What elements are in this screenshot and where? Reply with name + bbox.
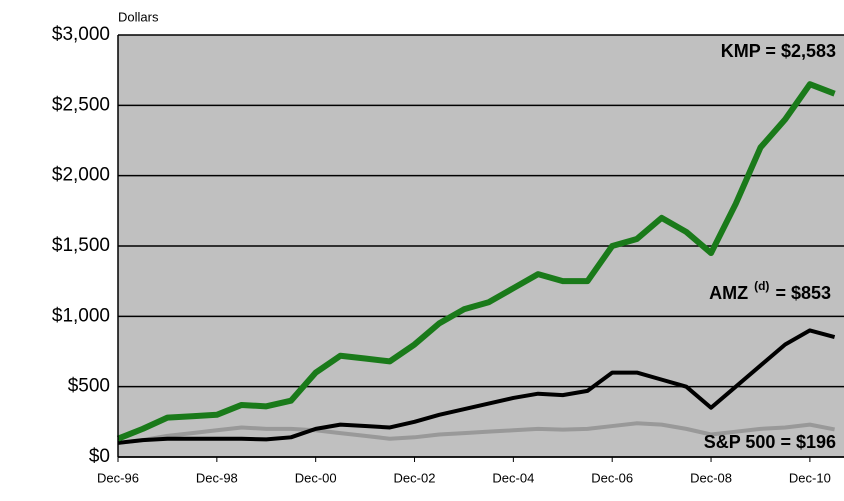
y-tick-label: $1,500 — [52, 235, 110, 256]
x-tick-label: Dec-96 — [97, 470, 139, 485]
y-tick-label: $2,500 — [52, 94, 110, 115]
x-tick-label: Dec-06 — [591, 470, 633, 485]
y-axis-label: Dollars — [118, 9, 159, 24]
y-tick-label: $0 — [89, 446, 110, 467]
y-tick-label: $500 — [68, 376, 110, 397]
annotation-part: = $853 — [775, 283, 831, 303]
x-tick-label: Dec-00 — [295, 470, 337, 485]
annotation-sup: (d) — [754, 279, 769, 293]
series-line — [117, 328, 836, 445]
annotation: KMP = $2,583 — [721, 41, 836, 61]
annotation-part: AMZ — [709, 283, 748, 303]
x-tick-label: Dec-08 — [690, 470, 732, 485]
x-tick-label: Dec-04 — [492, 470, 534, 485]
y-tick-label: $2,000 — [52, 165, 110, 186]
series-line — [117, 421, 835, 445]
y-tick-label: $1,000 — [52, 305, 110, 326]
annotation: AMZ (d) = $853 — [709, 279, 831, 303]
annotation: S&P 500 = $196 — [704, 432, 836, 452]
x-tick-label: Dec-10 — [789, 470, 831, 485]
x-tick-label: Dec-02 — [394, 470, 436, 485]
y-tick-label: $3,000 — [52, 24, 110, 45]
x-tick-label: Dec-98 — [196, 470, 238, 485]
series-line — [116, 81, 836, 442]
